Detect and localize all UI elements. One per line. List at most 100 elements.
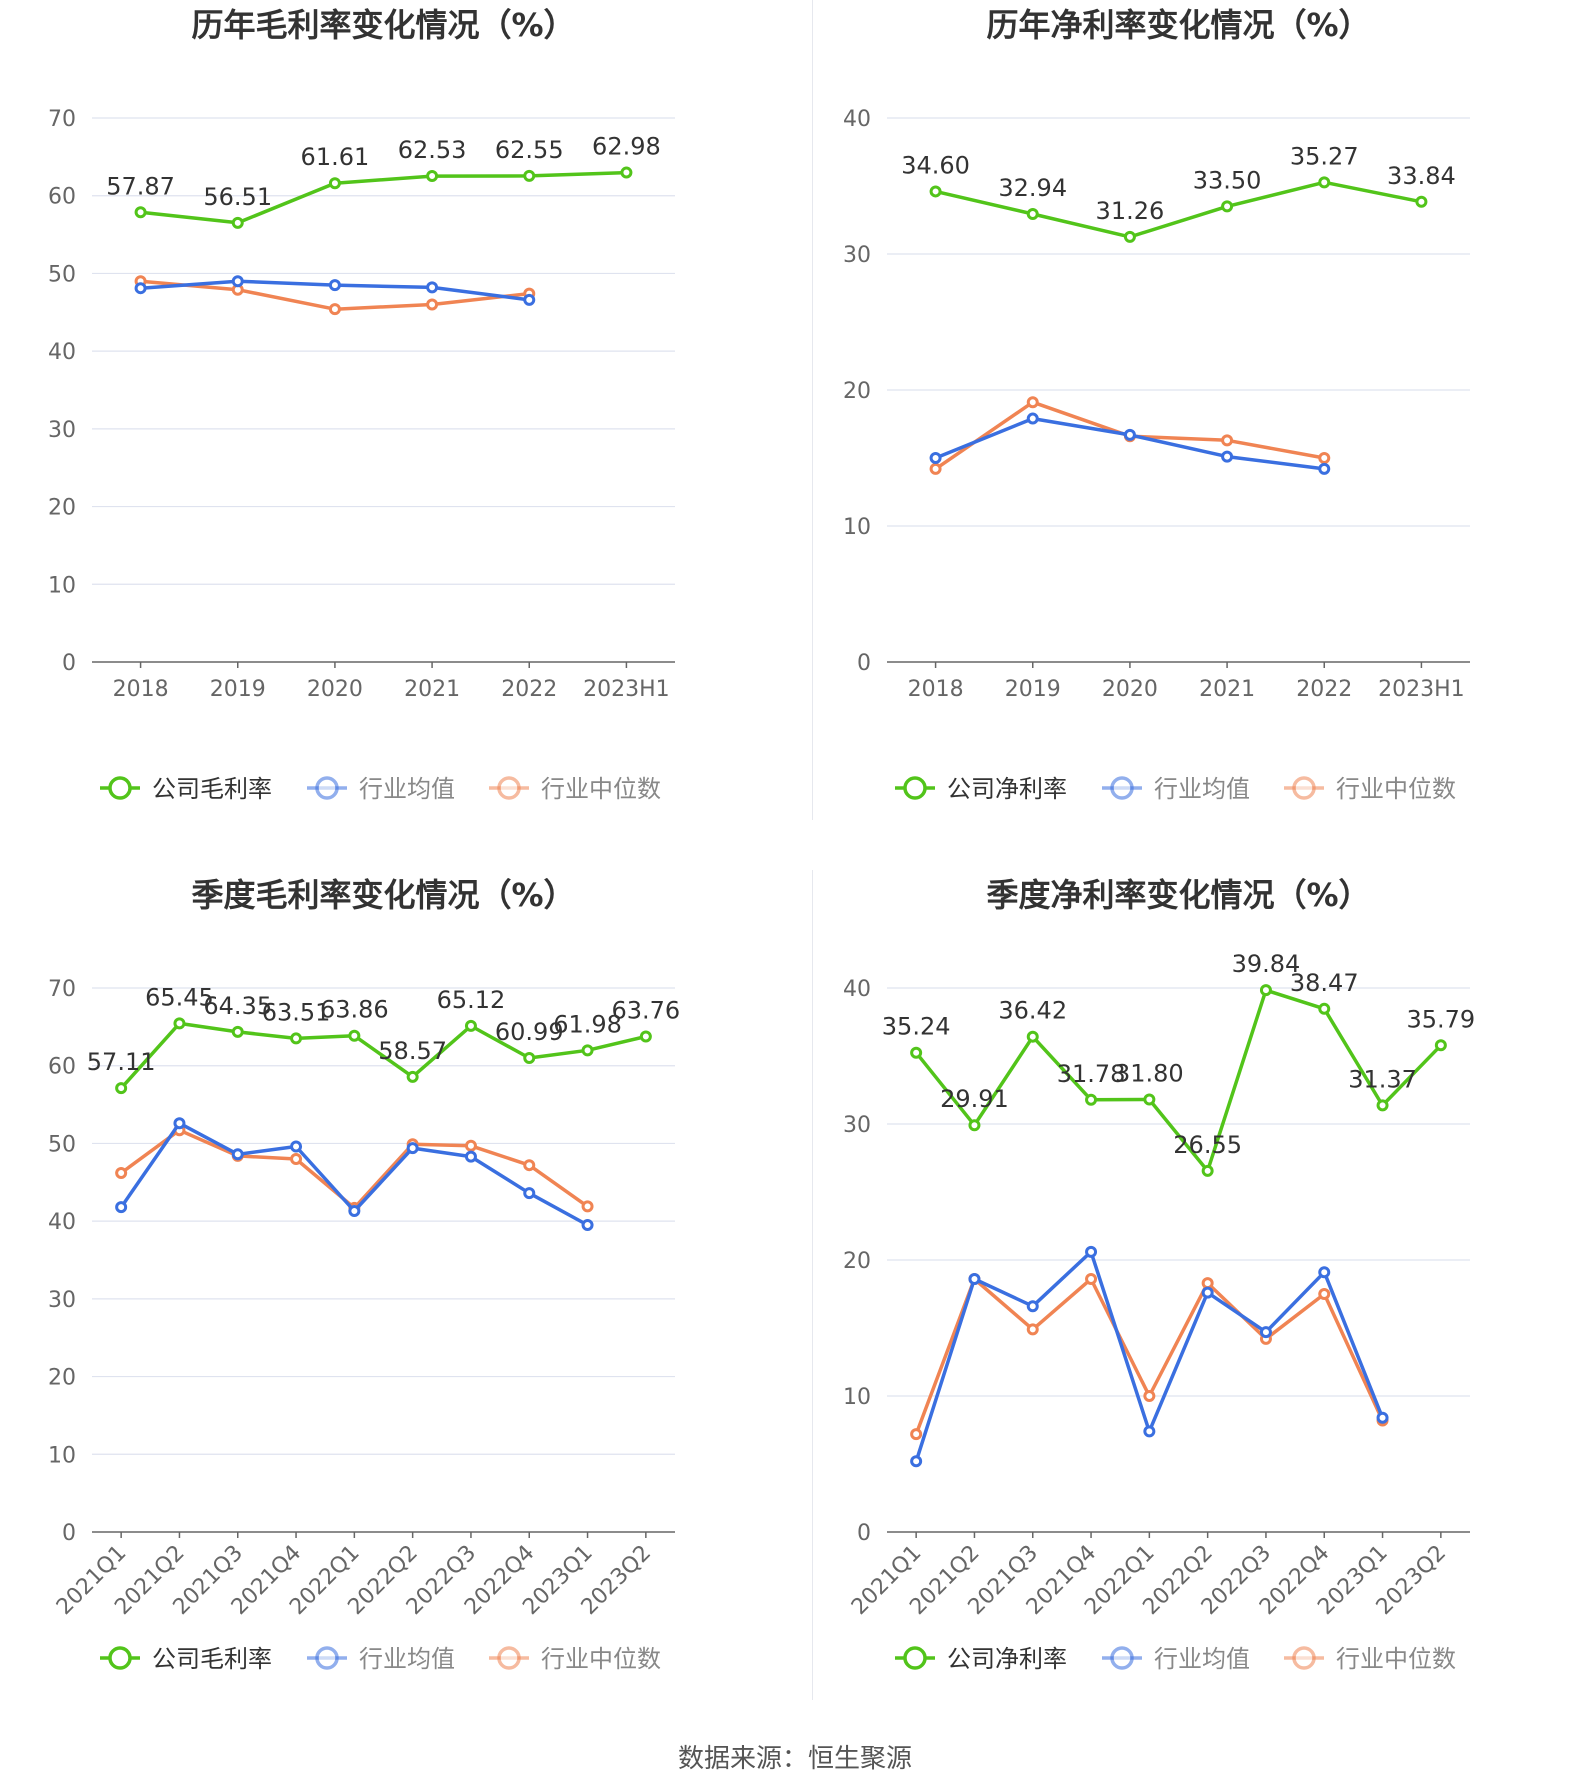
data-point-industry_avg bbox=[1123, 428, 1136, 441]
legend-label: 行业中位数 bbox=[541, 1645, 661, 1673]
data-point-company bbox=[910, 1046, 923, 1059]
legend-item-company: 公司毛利率 bbox=[100, 1645, 272, 1673]
data-point-company bbox=[134, 206, 147, 219]
data-point-company bbox=[1259, 984, 1272, 997]
annual-net-margin-chart: 历年净利率变化情况（%） 0 10 20 30 40 2018 2019 2020 2021 202… bbox=[795, 0, 1590, 870]
y-tick-label: 50 bbox=[48, 262, 76, 287]
data-label: 56.51 bbox=[203, 183, 272, 211]
data-label: 38.47 bbox=[1290, 969, 1359, 997]
legend-marker bbox=[108, 776, 132, 800]
legend-label: 行业均值 bbox=[359, 1645, 455, 1673]
data-point-industry_median bbox=[426, 298, 439, 311]
data-label: 31.37 bbox=[1348, 1065, 1417, 1093]
data-point-company bbox=[464, 1019, 477, 1032]
data-point-industry_median bbox=[328, 303, 341, 316]
data-label: 62.53 bbox=[398, 136, 467, 164]
data-point-company bbox=[1201, 1164, 1214, 1177]
data-point-company bbox=[523, 169, 536, 182]
series-line-company bbox=[119, 1021, 647, 1090]
quarterly-gross-margin-chart: 季度毛利率变化情况（%） 0 10 20 30 40 50 60 70 2021Q1 2021Q2 2… bbox=[0, 870, 795, 1740]
series-line-company bbox=[914, 988, 1443, 1173]
data-point-company bbox=[1221, 200, 1234, 213]
data-point-industry_avg bbox=[406, 1142, 419, 1155]
data-point-industry_median bbox=[1026, 1323, 1039, 1336]
legend-item-industry_median: 行业中位数 bbox=[1284, 775, 1456, 803]
data-point-industry_avg bbox=[1318, 1266, 1331, 1279]
y-tick-label: 0 bbox=[857, 651, 871, 676]
data-point-industry_avg bbox=[1376, 1411, 1389, 1424]
data-point-industry_avg bbox=[173, 1117, 186, 1130]
legend-item-industry_median: 行业中位数 bbox=[489, 775, 661, 803]
data-label: 58.57 bbox=[378, 1037, 447, 1065]
data-point-industry_avg bbox=[1085, 1245, 1098, 1258]
legend-marker bbox=[1292, 1646, 1316, 1670]
data-point-industry_avg bbox=[1221, 450, 1234, 463]
x-tick-label: 2021 bbox=[404, 677, 460, 702]
data-point-company bbox=[1376, 1099, 1389, 1112]
legend-label: 公司毛利率 bbox=[152, 775, 272, 803]
series-line-company bbox=[935, 180, 1422, 239]
y-tick-label: 30 bbox=[48, 418, 76, 443]
data-label: 31.78 bbox=[1057, 1060, 1126, 1088]
data-label: 64.35 bbox=[203, 992, 272, 1020]
legend-label: 行业中位数 bbox=[1336, 775, 1456, 803]
data-label: 63.76 bbox=[611, 996, 680, 1024]
data-point-company bbox=[1318, 1002, 1331, 1015]
legend-label: 公司净利率 bbox=[947, 775, 1067, 803]
data-label: 61.61 bbox=[301, 143, 370, 171]
x-tick-label: 2021 bbox=[1199, 677, 1255, 702]
data-point-industry_median bbox=[1318, 1288, 1331, 1300]
series-line-industry_avg bbox=[934, 416, 1325, 471]
x-tick-label: 2018 bbox=[113, 677, 169, 702]
legend-item-industry_avg: 行业均值 bbox=[1102, 1645, 1250, 1673]
data-point-company bbox=[290, 1032, 303, 1045]
y-tick-label: 60 bbox=[48, 185, 76, 210]
y-tick-label: 70 bbox=[48, 107, 76, 132]
data-point-company bbox=[231, 1025, 244, 1038]
data-label: 31.80 bbox=[1115, 1060, 1184, 1088]
data-point-industry_avg bbox=[328, 279, 341, 292]
legend-item-company: 公司毛利率 bbox=[100, 775, 272, 803]
chart-title: 历年净利率变化情况（%） bbox=[986, 6, 1370, 44]
data-point-industry_median bbox=[115, 1166, 128, 1179]
y-tick-label: 10 bbox=[843, 515, 871, 540]
data-label: 34.60 bbox=[901, 151, 970, 179]
series-line-industry_median bbox=[120, 1128, 589, 1210]
data-point-industry_avg bbox=[290, 1140, 303, 1153]
quarterly-net-margin-chart: 季度净利率变化情况（%） 0 10 20 30 40 2021Q1 2021Q2 2021Q3 2… bbox=[795, 870, 1590, 1740]
legend-label: 行业均值 bbox=[1154, 775, 1250, 803]
legend-item-industry_avg: 行业均值 bbox=[307, 775, 455, 803]
data-label: 63.86 bbox=[320, 996, 389, 1024]
annual-gross-margin-svg: 历年毛利率变化情况（%） 0 10 20 30 40 50 60 70 2018 2019 2020 2… bbox=[48, 6, 675, 803]
legend-item-industry_avg: 行业均值 bbox=[1102, 775, 1250, 803]
data-point-industry_avg bbox=[1026, 1300, 1039, 1313]
data-point-industry_median bbox=[464, 1139, 477, 1152]
legend-item-industry_median: 行业中位数 bbox=[1284, 1645, 1456, 1673]
data-point-company bbox=[581, 1044, 594, 1057]
divider-bottom bbox=[812, 870, 813, 1700]
data-label: 60.99 bbox=[495, 1018, 564, 1046]
data-source-note: 数据来源：恒生聚源 bbox=[677, 1744, 912, 1774]
legend-marker bbox=[108, 1646, 132, 1670]
legend-marker bbox=[315, 776, 339, 800]
data-point-company bbox=[1318, 176, 1331, 189]
data-point-industry_median bbox=[1201, 1277, 1214, 1290]
data-label: 32.94 bbox=[998, 174, 1067, 202]
legend-marker bbox=[315, 1646, 339, 1670]
y-tick-label: 40 bbox=[48, 1210, 76, 1235]
data-point-industry_avg bbox=[1143, 1425, 1156, 1438]
legend-item-industry_median: 行业中位数 bbox=[489, 1645, 661, 1673]
data-point-industry_median bbox=[523, 1159, 536, 1172]
data-point-industry_avg bbox=[1026, 412, 1039, 425]
y-tick-label: 20 bbox=[48, 1366, 76, 1391]
data-point-industry_median bbox=[1143, 1390, 1156, 1402]
legend-item-company: 公司净利率 bbox=[895, 775, 1067, 803]
y-tick-label: 60 bbox=[48, 1055, 76, 1080]
data-point-industry_avg bbox=[115, 1201, 128, 1214]
data-point-company bbox=[231, 216, 244, 229]
data-point-industry_median bbox=[1318, 452, 1331, 464]
data-point-industry_avg bbox=[134, 282, 147, 295]
y-tick-label: 30 bbox=[843, 243, 871, 268]
data-point-company bbox=[1143, 1093, 1156, 1106]
y-tick-label: 20 bbox=[48, 496, 76, 521]
